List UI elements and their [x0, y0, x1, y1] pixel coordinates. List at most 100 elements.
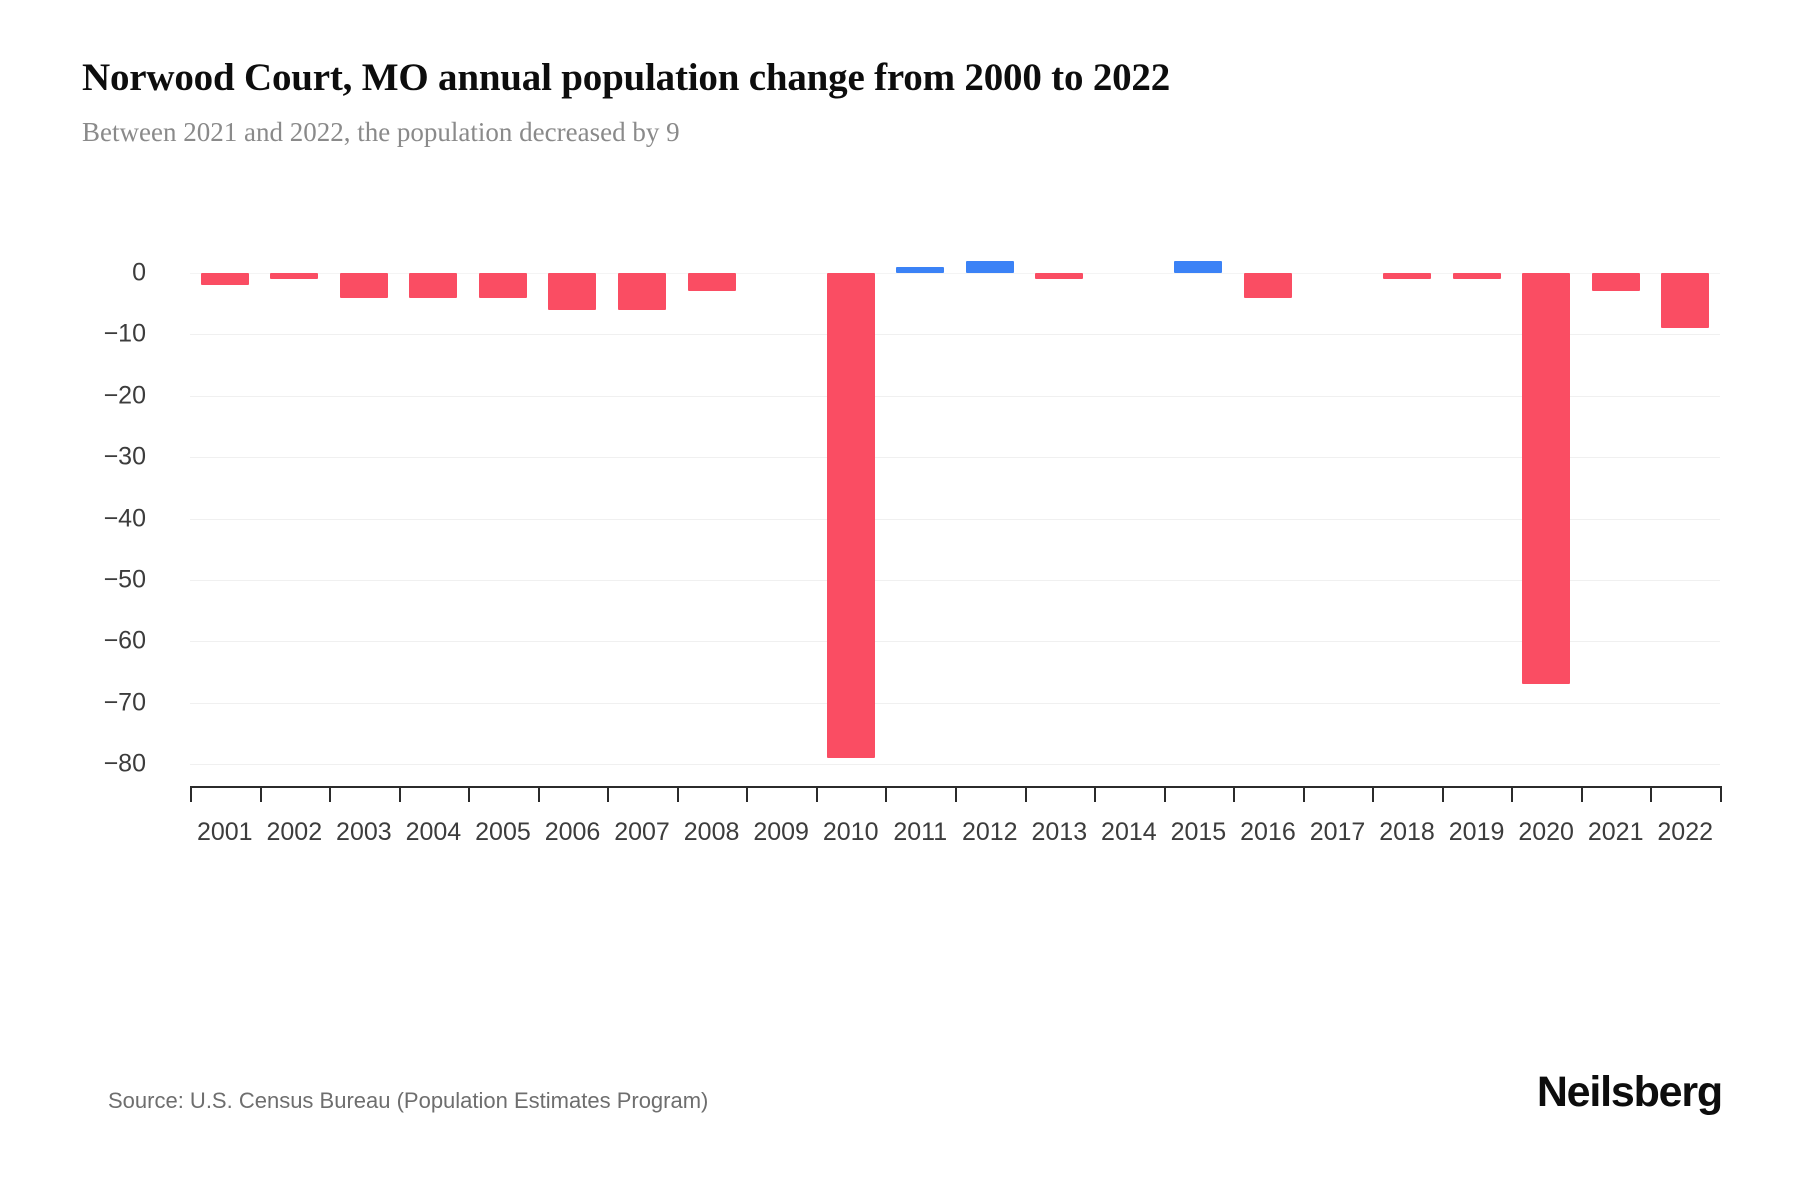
x-axis-tick-label: 2022 — [1657, 818, 1714, 846]
bar[interactable] — [687, 273, 736, 292]
bar[interactable] — [965, 260, 1014, 273]
x-axis-tick-label: 2001 — [196, 818, 253, 846]
y-axis-tick-label: −60 — [103, 626, 146, 655]
gridline — [190, 579, 1720, 581]
bar-slot[interactable] — [885, 0, 955, 1200]
plot-area — [190, 273, 1720, 765]
x-axis-tick-label: 2009 — [753, 818, 809, 846]
bar[interactable] — [339, 273, 388, 298]
x-axis-tick-mark — [955, 786, 957, 802]
bar[interactable] — [1452, 273, 1501, 280]
x-axis-tick-label: 2013 — [1031, 818, 1088, 846]
gridline — [190, 518, 1720, 520]
x-axis-tick-label: 2005 — [475, 818, 531, 846]
brand-logo: Neilsberg — [1536, 1068, 1723, 1116]
y-axis-tick-label: −30 — [103, 442, 146, 471]
bar-slot[interactable] — [816, 0, 886, 1200]
x-axis-tick-label: 2015 — [1170, 818, 1227, 846]
x-axis-tick-mark — [398, 786, 401, 802]
bar[interactable] — [409, 273, 458, 298]
source-note: Source: U.S. Census Bureau (Population E… — [108, 1088, 709, 1113]
bar[interactable] — [478, 273, 527, 298]
bar-slot[interactable] — [1094, 0, 1164, 1200]
bar-slot[interactable] — [1442, 0, 1512, 1200]
x-axis-tick-mark — [1094, 786, 1097, 802]
y-axis-tick-label: −50 — [103, 565, 146, 594]
bar-slot[interactable] — [329, 0, 399, 1200]
bar[interactable] — [200, 273, 249, 286]
x-axis-tick-label: 2019 — [1448, 818, 1505, 846]
bar[interactable] — [896, 266, 945, 273]
gridline — [190, 395, 1720, 397]
bar-slot[interactable] — [1164, 0, 1234, 1200]
bar-slot[interactable] — [955, 0, 1025, 1200]
x-axis-tick-mark — [1024, 786, 1027, 802]
x-axis-tick-label: 2007 — [614, 818, 670, 846]
bar[interactable] — [1174, 260, 1223, 273]
bar-slot[interactable] — [1025, 0, 1095, 1200]
bar-slot[interactable] — [468, 0, 538, 1200]
x-axis-tick-mark — [1372, 786, 1375, 802]
bar-slot[interactable] — [746, 0, 816, 1200]
x-axis-tick-label: 2011 — [893, 818, 948, 846]
x-axis-tick-label: 2012 — [961, 818, 1018, 846]
bar-slot[interactable] — [1372, 0, 1442, 1200]
x-axis-tick-label: 2020 — [1518, 818, 1574, 846]
bar-slot[interactable] — [1233, 0, 1303, 1200]
chart-subtitle: Between 2021 and 2022, the population de… — [82, 117, 680, 147]
gridline — [190, 457, 1720, 459]
x-axis-tick-label: 2021 — [1587, 818, 1644, 846]
bar-slot[interactable] — [260, 0, 330, 1200]
bar-slot[interactable] — [190, 0, 260, 1200]
x-axis-tick-mark — [1650, 786, 1653, 802]
bar[interactable] — [270, 273, 319, 280]
x-axis-tick-mark — [1580, 786, 1583, 802]
x-axis-tick-label: 2004 — [405, 818, 462, 846]
x-axis-tick-mark — [468, 786, 471, 802]
bar[interactable] — [618, 273, 667, 310]
y-axis-tick-label: 0 — [132, 258, 146, 287]
bar[interactable] — [826, 273, 875, 758]
bar-series — [190, 0, 1720, 1200]
gridline — [190, 641, 1720, 643]
bar[interactable] — [548, 273, 597, 310]
bar-slot[interactable] — [1303, 0, 1373, 1200]
x-axis-tick-mark — [676, 786, 679, 802]
x-axis-tick-mark — [259, 786, 262, 802]
page-title: Norwood Court, MO annual population chan… — [82, 56, 1171, 99]
x-axis-tick-mark — [885, 786, 888, 802]
bar-slot[interactable] — [677, 0, 747, 1200]
x-axis-tick-mark — [537, 786, 540, 802]
x-axis-tick-label: 2008 — [683, 818, 740, 846]
bar-slot[interactable] — [607, 0, 677, 1200]
bar[interactable] — [1591, 273, 1640, 292]
x-axis-tick-mark — [1441, 786, 1444, 802]
x-axis-tick-mark — [607, 786, 610, 802]
chart-header: Norwood Court, MO annual population chan… — [82, 55, 1722, 148]
x-axis-tick-label: 2006 — [544, 818, 601, 846]
x-axis-tick-label: 2002 — [266, 818, 323, 846]
y-axis-tick-label: −70 — [103, 688, 146, 717]
bar-slot[interactable] — [399, 0, 469, 1200]
bar[interactable] — [1035, 273, 1084, 280]
x-axis-tick-mark — [190, 786, 192, 802]
bar[interactable] — [1243, 273, 1292, 298]
bar[interactable] — [1661, 273, 1710, 329]
gridline — [190, 334, 1720, 336]
bar-slot[interactable] — [1581, 0, 1651, 1200]
x-axis-tick-mark — [746, 786, 749, 802]
x-axis-tick-mark — [1302, 786, 1305, 802]
x-axis-tick-mark — [1511, 786, 1514, 802]
bar[interactable] — [1383, 273, 1432, 280]
bar-slot[interactable] — [1511, 0, 1581, 1200]
bar-slot[interactable] — [538, 0, 608, 1200]
y-axis-tick-label: −80 — [103, 749, 146, 778]
bar[interactable] — [1522, 273, 1571, 685]
gridline — [190, 764, 1720, 765]
bar-slot[interactable] — [1650, 0, 1720, 1200]
x-axis-tick-label: 2003 — [336, 818, 392, 846]
x-axis-tick-label: 2017 — [1309, 818, 1366, 846]
x-axis-tick-label: 2018 — [1379, 818, 1435, 846]
x-axis-tick-label: 2014 — [1101, 818, 1157, 846]
